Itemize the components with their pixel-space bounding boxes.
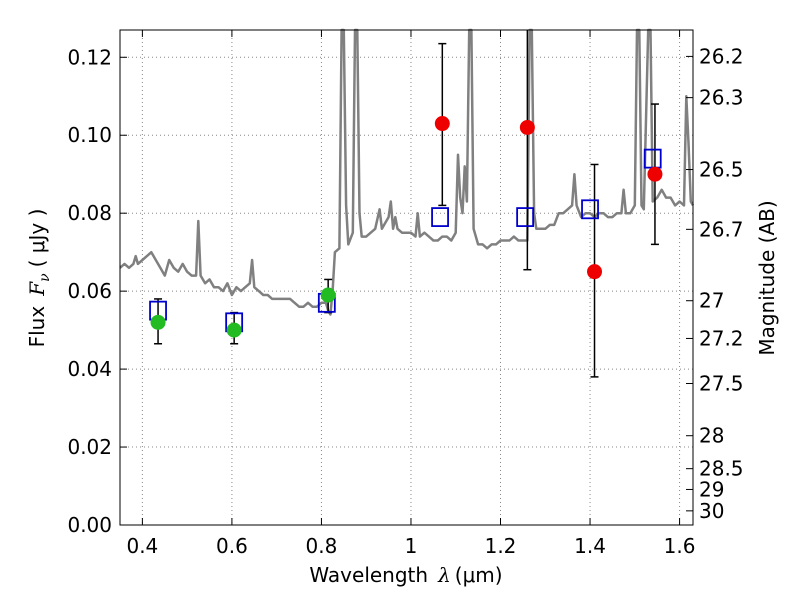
data-points bbox=[150, 116, 663, 338]
y-tick-label: 0.10 bbox=[67, 123, 112, 147]
x-tick-label: 1.2 bbox=[485, 534, 517, 558]
y-axis-label: FluxFν( μJy ) bbox=[25, 209, 53, 348]
y2-tick-label: 30 bbox=[699, 499, 724, 523]
model-square bbox=[431, 207, 449, 227]
y-tick-label: 0.04 bbox=[67, 357, 112, 381]
ground-point bbox=[226, 322, 242, 338]
x-tick-label: 1 bbox=[405, 534, 418, 558]
hst-point bbox=[587, 264, 603, 280]
y-axis-ticks: 0.00 0.02 0.04 0.06 0.08 0.10 0.12 bbox=[67, 45, 127, 537]
y2-tick-label: 26.5 bbox=[699, 158, 744, 182]
spectrum-line bbox=[119, 28, 695, 316]
x-tick-label: 0.4 bbox=[126, 534, 158, 558]
x-tick-label: 1.4 bbox=[574, 534, 606, 558]
y2-tick-label: 28 bbox=[699, 424, 724, 448]
y-tick-label: 0.02 bbox=[67, 435, 112, 459]
y2-tick-label: 27.5 bbox=[699, 371, 744, 395]
y-tick-label: 0.08 bbox=[67, 201, 112, 225]
y2-tick-label: 26.2 bbox=[699, 44, 744, 68]
y-tick-label: 0.12 bbox=[67, 45, 112, 69]
x-axis-ticks: 0.4 0.6 0.8 1 1.2 1.4 1.6 bbox=[126, 30, 695, 558]
y2-axis-label: Magnitude (AB) bbox=[755, 200, 779, 355]
ground-point bbox=[320, 287, 336, 303]
model-square bbox=[516, 207, 535, 227]
y2-tick-label: 27.2 bbox=[699, 326, 744, 350]
y2-tick-label: 28.5 bbox=[699, 457, 744, 481]
x-tick-label: 0.6 bbox=[216, 534, 248, 558]
x-tick-label: 0.8 bbox=[306, 534, 338, 558]
model-square bbox=[581, 199, 599, 220]
plot-frame bbox=[119, 29, 694, 526]
x-tick-label: 1.6 bbox=[664, 534, 696, 558]
y-tick-label: 0.00 bbox=[67, 513, 112, 537]
ground-point bbox=[150, 314, 166, 330]
grid-lines bbox=[120, 30, 693, 526]
y2-tick-label: 29 bbox=[699, 477, 724, 501]
x-axis-label: Wavelength λ (μm) bbox=[309, 563, 502, 587]
y2-tick-label: 26.7 bbox=[699, 217, 744, 241]
y2-tick-label: 27 bbox=[699, 289, 724, 313]
y-tick-label: 0.06 bbox=[67, 279, 112, 303]
hst-point bbox=[434, 116, 450, 132]
hst-point bbox=[519, 119, 535, 135]
y2-tick-label: 26.3 bbox=[699, 86, 744, 110]
hst-point bbox=[647, 166, 663, 182]
plot-background bbox=[120, 30, 693, 525]
